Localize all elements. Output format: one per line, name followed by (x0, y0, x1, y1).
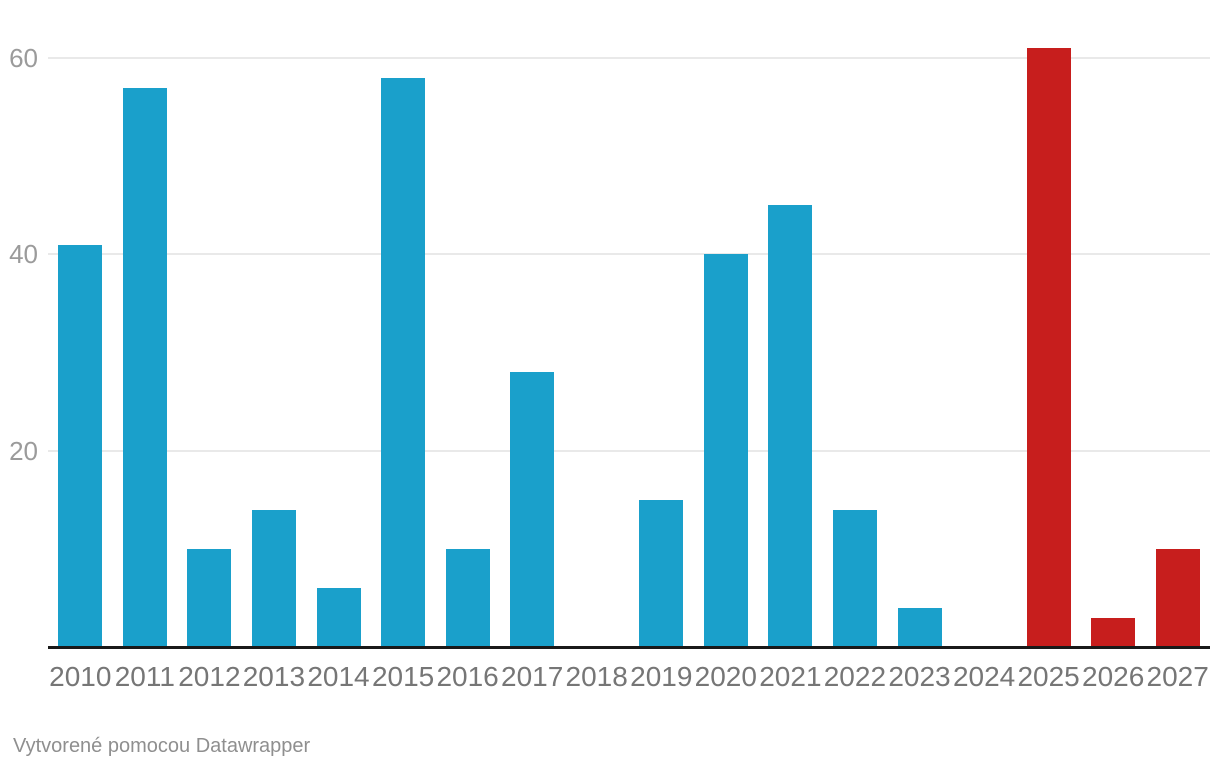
x-tick-label-2010: 2010 (49, 661, 112, 692)
bar-2019 (639, 499, 684, 648)
x-tick-label-2019: 2019 (630, 661, 693, 692)
x-tick-label-2013: 2013 (242, 661, 306, 692)
bar-2027 (1155, 548, 1200, 647)
gridline-60 (48, 57, 1210, 59)
bar-2011 (122, 87, 167, 647)
bar-2015 (381, 77, 426, 647)
bar-2022 (832, 509, 877, 647)
gridline-40 (48, 253, 1210, 256)
bar-2026 (1091, 617, 1136, 647)
x-tick-label-2017: 2017 (501, 661, 564, 692)
x-tick-label-2011: 2011 (114, 661, 175, 692)
bar-2014 (316, 588, 361, 647)
bar-2025 (1026, 48, 1071, 647)
x-tick-label-2025: 2025 (1017, 661, 1080, 692)
x-tick-label-2018: 2018 (565, 661, 628, 692)
x-tick-label-2024: 2024 (952, 661, 1016, 692)
bar-2017 (510, 372, 555, 647)
bar-2016 (445, 548, 490, 647)
gridline-20 (48, 449, 1210, 452)
bar-2013 (251, 509, 296, 647)
bar-2020 (703, 254, 748, 647)
attribution-text: Vytvorené pomocou (13, 735, 196, 757)
x-tick-label-2012: 2012 (178, 661, 241, 692)
x-tick-label-2027: 2027 (1146, 661, 1209, 692)
bar-2012 (187, 548, 232, 647)
x-tick-label-2020: 2020 (694, 661, 757, 692)
datawrapper-link[interactable]: Datawrapper (195, 735, 311, 757)
x-tick-label-2023: 2023 (888, 661, 951, 692)
x-tick-label-2021: 2021 (759, 661, 822, 692)
bar-2023 (897, 607, 942, 647)
bar-2010 (58, 244, 103, 647)
x-tick-label-2022: 2022 (823, 661, 887, 692)
attribution-footer: Vytvorené pomocou Datawrapper (13, 733, 310, 759)
y-tick-label-20: 20 (9, 435, 38, 466)
x-tick-label-2026: 2026 (1082, 661, 1145, 692)
x-tick-label-2014: 2014 (307, 661, 370, 692)
x-axis-baseline (48, 646, 1210, 649)
bar-2021 (768, 205, 813, 648)
x-tick-label-2016: 2016 (436, 661, 499, 692)
x-tick-label-2015: 2015 (371, 661, 435, 692)
y-tick-label-40: 40 (9, 239, 38, 270)
y-tick-label-60: 60 (9, 43, 38, 73)
